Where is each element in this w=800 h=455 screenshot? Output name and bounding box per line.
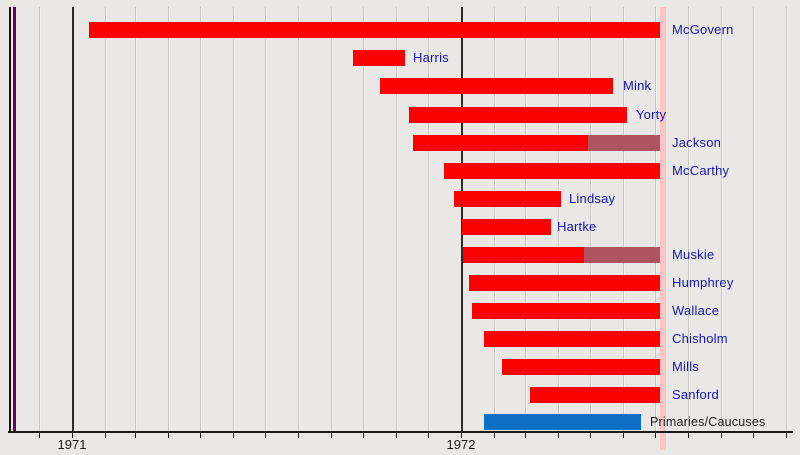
candidate-bar-yorty xyxy=(409,107,627,123)
bar-label-sanford: Sanford xyxy=(672,387,719,402)
month-gridline xyxy=(655,7,657,431)
month-gridline xyxy=(168,7,170,431)
axis-tick xyxy=(396,433,397,438)
convention-reference-band xyxy=(660,7,666,450)
bar-label-mccarthy: McCarthy xyxy=(672,163,730,178)
axis-tick xyxy=(590,433,591,438)
axis-tick xyxy=(168,433,169,438)
month-gridline xyxy=(688,7,690,431)
month-gridline xyxy=(590,7,592,431)
axis-tick xyxy=(721,433,722,438)
axis-tick xyxy=(558,433,559,438)
tick-label-1971: 1971 xyxy=(57,437,87,452)
bar-label-mcgovern: McGovern xyxy=(672,22,734,37)
candidate-bar-lindsay xyxy=(454,191,561,207)
candidate-bar-hartke xyxy=(462,219,551,235)
axis-tick xyxy=(39,433,40,438)
tick-label-1972: 1972 xyxy=(446,437,476,452)
axis-tick xyxy=(200,433,201,438)
month-gridline xyxy=(39,7,41,431)
month-gridline xyxy=(265,7,267,431)
candidate-bar-humphrey xyxy=(469,275,660,291)
bar-label-jackson: Jackson xyxy=(672,135,722,150)
axis-tick xyxy=(363,433,364,438)
bar-label-hartke: Hartke xyxy=(557,219,597,234)
x-axis-line xyxy=(8,431,793,433)
axis-tick xyxy=(753,433,754,438)
candidate-bar-mink xyxy=(380,78,613,94)
candidate-bar-mcgovern xyxy=(89,22,660,38)
month-gridline xyxy=(396,7,398,431)
month-gridline xyxy=(298,7,300,431)
bar-label-primaries-caucuses: Primaries/Caucuses xyxy=(650,415,766,429)
bar-label-mink: Mink xyxy=(623,78,652,93)
axis-tick xyxy=(135,433,136,438)
bar-label-chisholm: Chisholm xyxy=(672,331,728,346)
month-gridline xyxy=(721,7,723,431)
candidate-bar-sanford xyxy=(530,387,660,403)
month-gridline xyxy=(331,7,333,431)
axis-tick xyxy=(298,433,299,438)
frame-left-line xyxy=(9,7,11,431)
axis-tick xyxy=(688,433,689,438)
bar-label-wallace: Wallace xyxy=(672,303,720,318)
month-gridline xyxy=(135,7,137,431)
month-gridline xyxy=(105,7,107,431)
month-gridline xyxy=(786,7,788,431)
year-gridline xyxy=(461,7,463,431)
month-gridline xyxy=(363,7,365,431)
primaries-bar xyxy=(484,414,641,430)
axis-tick xyxy=(265,433,266,438)
purple-reference-line xyxy=(13,7,16,431)
candidate-bar-wallace xyxy=(472,303,660,319)
axis-tick xyxy=(72,433,73,438)
month-gridline xyxy=(233,7,235,431)
month-gridline xyxy=(200,7,202,431)
bar-label-mills: Mills xyxy=(672,359,699,374)
axis-tick xyxy=(623,433,624,438)
candidate-bar-harris xyxy=(353,50,405,66)
bar-label-lindsay: Lindsay xyxy=(569,191,616,206)
bar-label-harris: Harris xyxy=(413,50,449,65)
bar-label-humphrey: Humphrey xyxy=(672,275,734,290)
candidate-bar-chisholm xyxy=(484,331,660,347)
axis-tick xyxy=(331,433,332,438)
axis-tick xyxy=(655,433,656,438)
candidate-bar-mills xyxy=(502,359,660,375)
month-gridline xyxy=(753,7,755,431)
axis-tick xyxy=(786,433,787,438)
axis-tick xyxy=(461,433,462,438)
candidate-bar-mccarthy xyxy=(444,163,660,179)
inactive-segment-muskie xyxy=(584,247,660,263)
month-gridline xyxy=(623,7,625,431)
axis-tick xyxy=(428,433,429,438)
year-gridline xyxy=(72,7,74,431)
bar-label-yorty: Yorty xyxy=(636,107,667,122)
axis-tick xyxy=(233,433,234,438)
month-gridline xyxy=(558,7,560,431)
axis-tick xyxy=(105,433,106,438)
month-gridline xyxy=(428,7,430,431)
axis-tick xyxy=(494,433,495,438)
axis-tick xyxy=(525,433,526,438)
bar-label-muskie: Muskie xyxy=(672,247,715,262)
inactive-segment-jackson xyxy=(588,135,660,151)
